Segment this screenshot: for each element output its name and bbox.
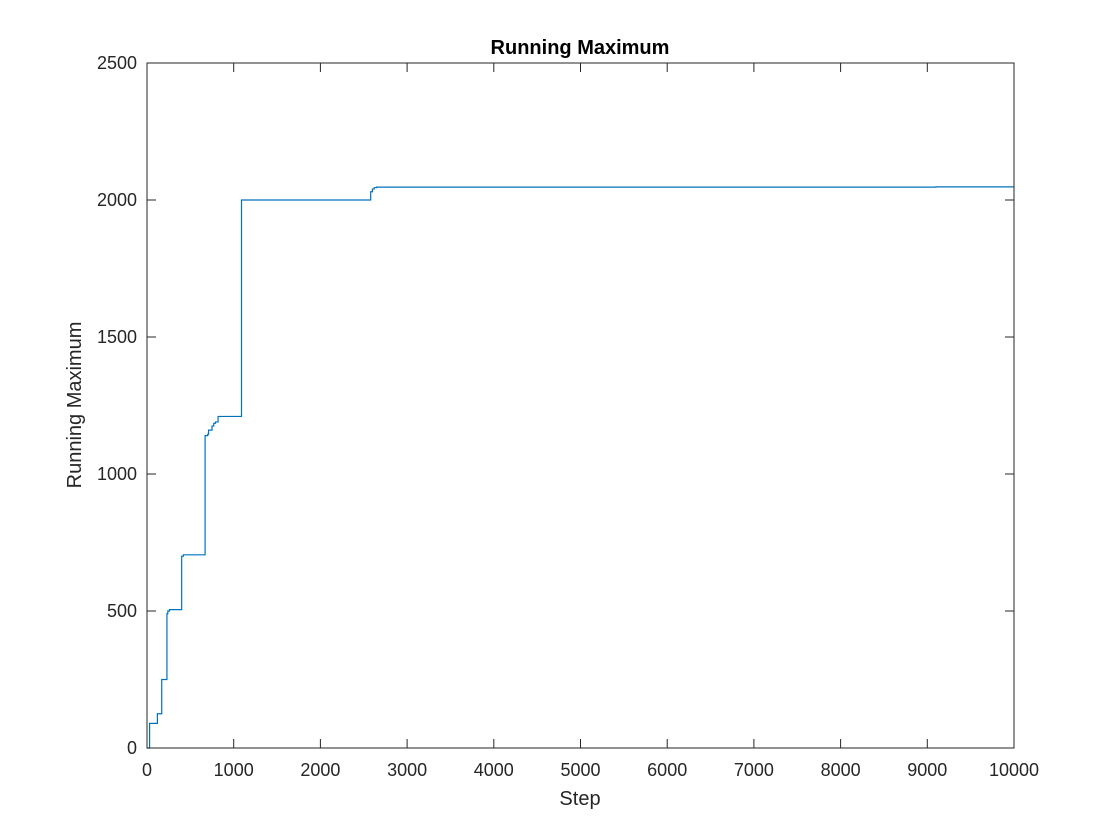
plot-area-background — [147, 63, 1014, 748]
y-tick-label: 2000 — [97, 190, 137, 210]
y-tick-label: 2500 — [97, 53, 137, 73]
y-tick-label: 1000 — [97, 464, 137, 484]
y-tick-label: 0 — [127, 738, 137, 758]
plot-area-border — [146, 62, 1015, 749]
x-tick-label: 7000 — [734, 760, 774, 780]
x-tick-label: 3000 — [387, 760, 427, 780]
y-tick-label: 1500 — [97, 327, 137, 347]
x-tick-label: 5000 — [560, 760, 600, 780]
y-tick-label: 500 — [107, 601, 137, 621]
x-tick-label: 10000 — [989, 760, 1039, 780]
x-tick-label: 9000 — [907, 760, 947, 780]
tick-label-layer: 0 1000 2000 3000 4000 5000 6000 7000 8000 9000 100… — [97, 53, 1039, 780]
x-tick-label: 4000 — [474, 760, 514, 780]
chart-title: Running Maximum — [491, 37, 670, 59]
x-tick-label: 8000 — [821, 760, 861, 780]
x-tick-label: 2000 — [300, 760, 340, 780]
x-tick-label: 0 — [142, 760, 152, 780]
x-axis-title: Step — [559, 788, 600, 810]
y-axis-title: Running Maximum — [64, 322, 86, 489]
series-line-running-maximum — [147, 186, 1014, 749]
x-tick-label: 1000 — [214, 760, 254, 780]
series-layer — [147, 186, 1014, 749]
x-tick-label: 6000 — [647, 760, 687, 780]
